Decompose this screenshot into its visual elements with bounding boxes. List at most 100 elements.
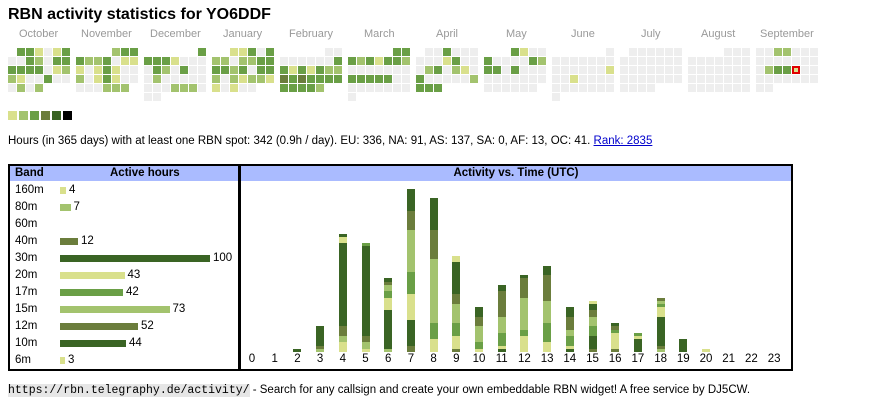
calendar-day-cell[interactable] [511, 75, 519, 83]
calendar-day-cell[interactable] [26, 57, 34, 65]
calendar-day-cell[interactable] [470, 66, 478, 74]
calendar-day-cell[interactable] [144, 93, 152, 101]
calendar-day-cell[interactable] [801, 66, 809, 74]
calendar-day-cell[interactable] [307, 66, 315, 74]
calendar-day-cell[interactable] [393, 84, 401, 92]
calendar-day-cell[interactable] [792, 57, 800, 65]
calendar-day-cell[interactable] [325, 57, 333, 65]
calendar-day-cell[interactable] [561, 66, 569, 74]
calendar-day-cell[interactable] [144, 84, 152, 92]
calendar-day-cell[interactable] [239, 75, 247, 83]
calendar-day-cell[interactable] [230, 75, 238, 83]
calendar-day-cell[interactable] [103, 84, 111, 92]
calendar-day-cell[interactable] [801, 57, 809, 65]
calendar-day-cell[interactable] [239, 48, 247, 56]
calendar-day-cell[interactable] [130, 57, 138, 65]
calendar-day-cell[interactable] [280, 84, 288, 92]
calendar-day-cell[interactable] [733, 84, 741, 92]
calendar-day-cell[interactable] [756, 84, 764, 92]
calendar-day-cell[interactable] [579, 84, 587, 92]
calendar-day-cell[interactable] [756, 57, 764, 65]
calendar-day-cell[interactable] [570, 57, 578, 65]
calendar-day-cell[interactable] [121, 75, 129, 83]
calendar-day-cell[interactable] [76, 57, 84, 65]
calendar-day-cell[interactable] [103, 57, 111, 65]
calendar-day-cell[interactable] [8, 75, 16, 83]
calendar-day-cell[interactable] [470, 75, 478, 83]
calendar-day-cell[interactable] [112, 66, 120, 74]
calendar-day-cell[interactable] [316, 66, 324, 74]
calendar-day-cell[interactable] [529, 84, 537, 92]
calendar-day-cell[interactable] [230, 66, 238, 74]
calendar-day-cell[interactable] [53, 48, 61, 56]
calendar-day-cell[interactable] [144, 57, 152, 65]
calendar-day-cell[interactable] [416, 66, 424, 74]
calendar-day-cell[interactable] [629, 66, 637, 74]
calendar-day-cell[interactable] [416, 84, 424, 92]
calendar-day-cell[interactable] [742, 57, 750, 65]
calendar-day-cell[interactable] [35, 66, 43, 74]
calendar-day-cell[interactable] [103, 75, 111, 83]
calendar-day-cell[interactable] [334, 48, 342, 56]
calendar-day-cell[interactable] [17, 48, 25, 56]
calendar-day-cell[interactable] [280, 57, 288, 65]
calendar-day-cell[interactable] [162, 66, 170, 74]
calendar-day-cell[interactable] [620, 57, 628, 65]
calendar-day-cell[interactable] [742, 75, 750, 83]
calendar-day-cell[interactable] [688, 57, 696, 65]
calendar-day-cell[interactable] [189, 84, 197, 92]
calendar-day-cell[interactable] [393, 66, 401, 74]
calendar-day-cell[interactable] [393, 57, 401, 65]
calendar-day-cell[interactable] [715, 66, 723, 74]
calendar-day-cell[interactable] [26, 84, 34, 92]
calendar-day-cell[interactable] [94, 66, 102, 74]
calendar-day-cell[interactable] [470, 48, 478, 56]
calendar-day-cell[interactable] [638, 84, 646, 92]
calendar-day-cell[interactable] [348, 75, 356, 83]
calendar-day-cell[interactable] [688, 66, 696, 74]
calendar-day-cell[interactable] [425, 84, 433, 92]
calendar-day-cell[interactable] [144, 66, 152, 74]
calendar-day-cell[interactable] [76, 75, 84, 83]
calendar-day-cell[interactable] [765, 57, 773, 65]
calendar-day-cell[interactable] [461, 48, 469, 56]
calendar-day-cell[interactable] [810, 57, 818, 65]
calendar-day-cell[interactable] [198, 57, 206, 65]
calendar-day-cell[interactable] [484, 84, 492, 92]
calendar-day-cell[interactable] [384, 84, 392, 92]
calendar-day-cell[interactable] [121, 66, 129, 74]
rank-link[interactable]: Rank: 2835 [593, 135, 653, 147]
calendar-day-cell[interactable] [266, 48, 274, 56]
calendar-day-cell[interactable] [402, 57, 410, 65]
calendar-day-cell[interactable] [665, 66, 673, 74]
calendar-day-cell[interactable] [606, 57, 614, 65]
calendar-day-cell[interactable] [638, 57, 646, 65]
calendar-day-cell[interactable] [298, 84, 306, 92]
calendar-day-cell[interactable] [416, 57, 424, 65]
calendar-day-cell[interactable] [384, 75, 392, 83]
calendar-day-cell[interactable] [85, 84, 93, 92]
calendar-day-cell[interactable] [44, 75, 52, 83]
calendar-day-cell[interactable] [85, 66, 93, 74]
calendar-day-cell[interactable] [647, 75, 655, 83]
calendar-day-cell[interactable] [452, 75, 460, 83]
calendar-day-cell[interactable] [357, 66, 365, 74]
calendar-day-cell[interactable] [502, 84, 510, 92]
calendar-day-cell[interactable] [493, 66, 501, 74]
calendar-day-cell[interactable] [425, 75, 433, 83]
calendar-day-cell[interactable] [112, 75, 120, 83]
calendar-day-cell[interactable] [162, 57, 170, 65]
calendar-day-cell[interactable] [724, 84, 732, 92]
calendar-day-cell[interactable] [597, 75, 605, 83]
calendar-day-cell[interactable] [697, 84, 705, 92]
calendar-day-cell[interactable] [484, 66, 492, 74]
calendar-day-cell[interactable] [697, 75, 705, 83]
calendar-day-cell[interactable] [520, 57, 528, 65]
calendar-day-cell[interactable] [266, 66, 274, 74]
calendar-day-cell[interactable] [221, 57, 229, 65]
calendar-day-cell[interactable] [17, 57, 25, 65]
calendar-day-cell[interactable] [130, 48, 138, 56]
calendar-day-cell[interactable] [425, 66, 433, 74]
calendar-day-cell[interactable] [629, 84, 637, 92]
calendar-day-cell[interactable] [706, 84, 714, 92]
